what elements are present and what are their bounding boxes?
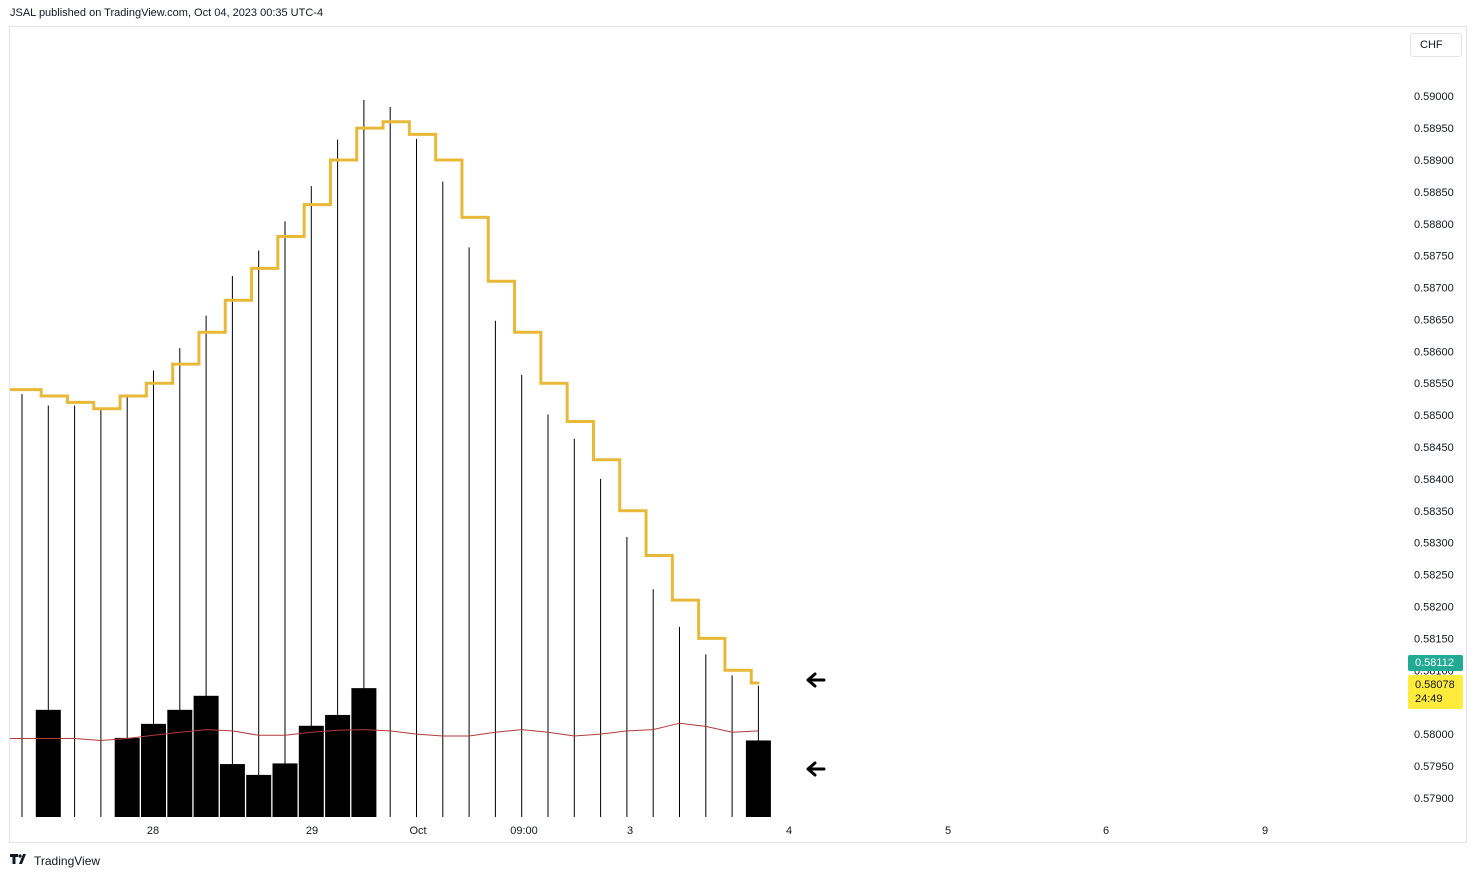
last-price-tag: 0.58112: [1408, 655, 1463, 671]
time-tick-label: 6: [1103, 825, 1109, 837]
chart-frame: [9, 26, 1467, 843]
price-tick-label: 0.58250: [1414, 570, 1454, 582]
time-tick-label: 28: [147, 825, 159, 837]
wide-bar: [745, 740, 771, 817]
time-tick-label: 29: [306, 825, 318, 837]
price-tick-label: 0.58450: [1414, 442, 1454, 454]
current-value-tag: 0.58078 24:49: [1408, 675, 1463, 709]
price-tick-label: 0.57950: [1414, 761, 1454, 773]
wide-bar: [167, 709, 193, 817]
price-tick-label: 0.58600: [1414, 346, 1454, 358]
time-tick-label: 4: [786, 825, 792, 837]
step-line: [10, 120, 760, 685]
current-value: 0.58078: [1415, 679, 1455, 691]
time-tick-label: 3: [627, 825, 633, 837]
wide-bar: [35, 709, 61, 817]
wide-bar: [246, 774, 272, 817]
time-tick-label: Oct: [409, 825, 426, 837]
price-axis: 0.59000 0.58950 0.58900 0.58850 0.58800 0.587…: [1414, 91, 1454, 805]
footer-brand[interactable]: TradingView: [10, 853, 100, 868]
ma-line: [10, 722, 759, 742]
wide-bar: [325, 714, 351, 817]
price-tick-label: 0.58650: [1414, 314, 1454, 326]
wide-bar: [219, 764, 245, 817]
thin-bars: [21, 99, 759, 817]
time-axis: 28 29 Oct 09:00 3 4 5 6 9: [147, 825, 1268, 837]
price-tick-label: 0.58950: [1414, 123, 1454, 135]
price-tick-label: 0.58200: [1414, 601, 1454, 613]
arrow-icon-upper: [806, 672, 826, 688]
wide-bar: [298, 725, 324, 817]
price-tick-label: 0.58150: [1414, 633, 1454, 645]
price-tick-label: 0.58300: [1414, 538, 1454, 550]
wide-bar: [351, 688, 377, 817]
brand-label: TradingView: [34, 853, 101, 868]
time-tick-label: 5: [945, 825, 951, 837]
currency-button[interactable]: CHF: [1410, 33, 1462, 57]
price-tick-label: 0.58500: [1414, 410, 1454, 422]
price-tick-label: 0.58800: [1414, 219, 1454, 231]
price-tick-label: 0.58850: [1414, 187, 1454, 199]
publisher-header: JSAL published on TradingView.com, Oct 0…: [10, 7, 324, 19]
price-tick-label: 0.58400: [1414, 474, 1454, 486]
price-tick-label: 0.58700: [1414, 283, 1454, 295]
time-tick-label: 09:00: [510, 825, 538, 837]
bar-countdown: 24:49: [1415, 693, 1443, 705]
time-tick-label: 9: [1262, 825, 1268, 837]
arrow-icon-lower: [806, 761, 826, 777]
price-tick-label: 0.58350: [1414, 506, 1454, 518]
wide-bar: [272, 763, 298, 817]
price-tick-label: 0.58000: [1414, 729, 1454, 741]
wide-bar: [114, 737, 140, 817]
price-tick-label: 0.58900: [1414, 155, 1454, 167]
wide-bar: [193, 695, 219, 817]
wide-bars: [35, 688, 771, 817]
price-tick-label: 0.59000: [1414, 91, 1454, 103]
price-tick-label: 0.58750: [1414, 251, 1454, 263]
price-tick-label: 0.58550: [1414, 378, 1454, 390]
wide-bar: [141, 723, 166, 817]
tradingview-logo-icon: [10, 853, 30, 868]
price-tick-label: 0.57900: [1414, 793, 1454, 805]
